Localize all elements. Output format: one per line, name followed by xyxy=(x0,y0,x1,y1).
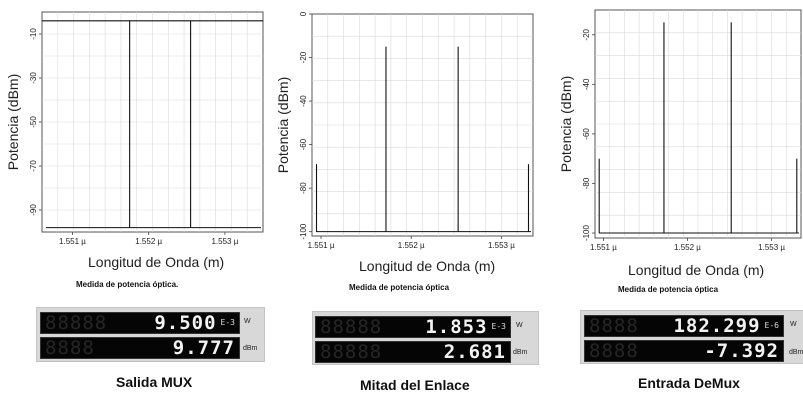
power-meter-title: Medida de potencia óptica. xyxy=(76,280,179,289)
lcd-ghost-digits: 8888 xyxy=(589,315,639,337)
panel-mitad-del-enlace: 0 -20 -40 -60 -80 -100 1.551 µ 1.552 µ 1.553 µ Po… xyxy=(270,0,539,393)
power-dbm-unit: dBm xyxy=(243,345,258,352)
power-watts-value: 182.299 xyxy=(673,315,761,337)
y-tick-label: -90 xyxy=(29,204,38,216)
power-dbm-value: 2.681 xyxy=(443,341,506,363)
power-watts-value: 1.853 xyxy=(425,316,488,338)
y-tick-label: -100 xyxy=(299,223,308,240)
power-dbm-display: 8888 -7.392 xyxy=(584,340,784,362)
x-tick-label: 1.553 µ xyxy=(211,237,238,246)
panel-caption: Mitad del Enlace xyxy=(360,377,470,393)
power-dbm-unit: dBm xyxy=(513,349,528,356)
y-tick-label: -60 xyxy=(299,138,308,150)
power-watts-display: 8888 182.299 E-6 xyxy=(584,315,784,337)
y-axis-label: Potencia (dBm) xyxy=(558,76,574,172)
power-dbm-display: 8888 9.777 xyxy=(40,337,240,359)
spectral-peak xyxy=(457,46,459,232)
y-tick-label: -40 xyxy=(582,78,591,90)
y-tick-label: -20 xyxy=(299,51,308,63)
power-meter-title: Medida de potencia óptica xyxy=(618,285,719,294)
panel-caption: Salida MUX xyxy=(116,374,193,390)
lcd-ghost-digits: 88888 xyxy=(45,312,108,334)
power-dbm-value: -7.392 xyxy=(704,340,779,362)
power-watts-exponent: E-3 xyxy=(220,318,235,327)
x-tick-label: 1.552 µ xyxy=(398,241,425,250)
lcd-ghost-digits: 88888 xyxy=(320,341,383,363)
x-tick-label: 1.552 µ xyxy=(135,237,162,246)
y-tick-label: -10 xyxy=(29,28,38,40)
y-tick-label: -50 xyxy=(29,116,38,128)
spectral-peak xyxy=(315,164,318,232)
spectral-peak xyxy=(796,158,798,234)
panel-caption: Entrada DeMux xyxy=(638,375,740,391)
spectral-peak xyxy=(527,164,530,232)
spectral-peak xyxy=(663,22,665,234)
y-tick-label: -30 xyxy=(29,72,38,84)
x-tick-label: 1.551 µ xyxy=(308,241,335,250)
spectrum-chart-salida-mux: -10 -30 -50 -70 -90 1.551 µ 1.552 µ 1.553 µ Pote… xyxy=(5,11,264,246)
x-tick-label: 1.553 µ xyxy=(758,243,785,252)
power-watts-display: 88888 9.500 E-3 xyxy=(40,312,240,334)
y-tick-label: -80 xyxy=(582,177,591,189)
panel-salida-mux: -10 -30 -50 -70 -90 1.551 µ 1.552 µ 1.553 µ Pote… xyxy=(0,0,265,393)
lcd-ghost-digits: 8888 xyxy=(589,340,639,362)
power-meter-title: Medida de potencia óptica xyxy=(349,283,450,292)
power-watts-unit: W xyxy=(244,318,251,325)
y-tick-label: 0 xyxy=(299,11,308,16)
y-axis-label: Potencia (dBm) xyxy=(275,77,291,173)
x-axis-label: Longitud de Onda (m) xyxy=(359,258,496,274)
power-dbm-display: 88888 2.681 xyxy=(315,341,511,363)
x-axis-label: Longitud de Onda (m) xyxy=(88,254,225,270)
x-tick-label: 1.553 µ xyxy=(488,241,515,250)
power-watts-unit: W xyxy=(790,321,797,328)
power-watts-exponent: E-3 xyxy=(491,322,506,331)
x-tick-label: 1.551 µ xyxy=(590,243,617,252)
lcd-ghost-digits: 88888 xyxy=(320,316,383,338)
panel-entrada-demux: -20 -40 -60 -80 -100 1.551 µ 1.552 µ 1.553 µ Pot… xyxy=(538,0,803,393)
power-watts-value: 9.500 xyxy=(154,312,217,334)
x-tick-label: 1.551 µ xyxy=(59,237,86,246)
y-tick-label: -80 xyxy=(299,182,308,194)
power-dbm-unit: dBm xyxy=(789,349,803,356)
power-watts-unit: W xyxy=(516,322,523,329)
spectral-peak xyxy=(385,46,387,232)
lcd-ghost-digits: 8888 xyxy=(45,337,95,359)
y-tick-label: -40 xyxy=(299,95,308,107)
spectral-peak xyxy=(730,22,732,234)
power-dbm-value: 9.777 xyxy=(172,337,235,359)
spectral-peak xyxy=(129,20,131,228)
x-tick-label: 1.552 µ xyxy=(674,243,701,252)
y-tick-label: -100 xyxy=(582,224,591,241)
spectral-peak xyxy=(190,20,192,228)
y-axis-label: Potencia (dBm) xyxy=(5,74,21,170)
y-tick-label: -60 xyxy=(582,128,591,140)
y-tick-label: -20 xyxy=(582,28,591,40)
spectrum-chart-entrada-demux: -20 -40 -60 -80 -100 1.551 µ 1.552 µ 1.553 µ Pot… xyxy=(558,9,802,252)
x-axis-label: Longitud de Onda (m) xyxy=(628,262,765,278)
power-watts-exponent: E-6 xyxy=(764,321,779,330)
y-tick-label: -70 xyxy=(29,160,38,172)
power-watts-display: 88888 1.853 E-3 xyxy=(315,316,511,338)
spectral-peak xyxy=(598,158,600,234)
